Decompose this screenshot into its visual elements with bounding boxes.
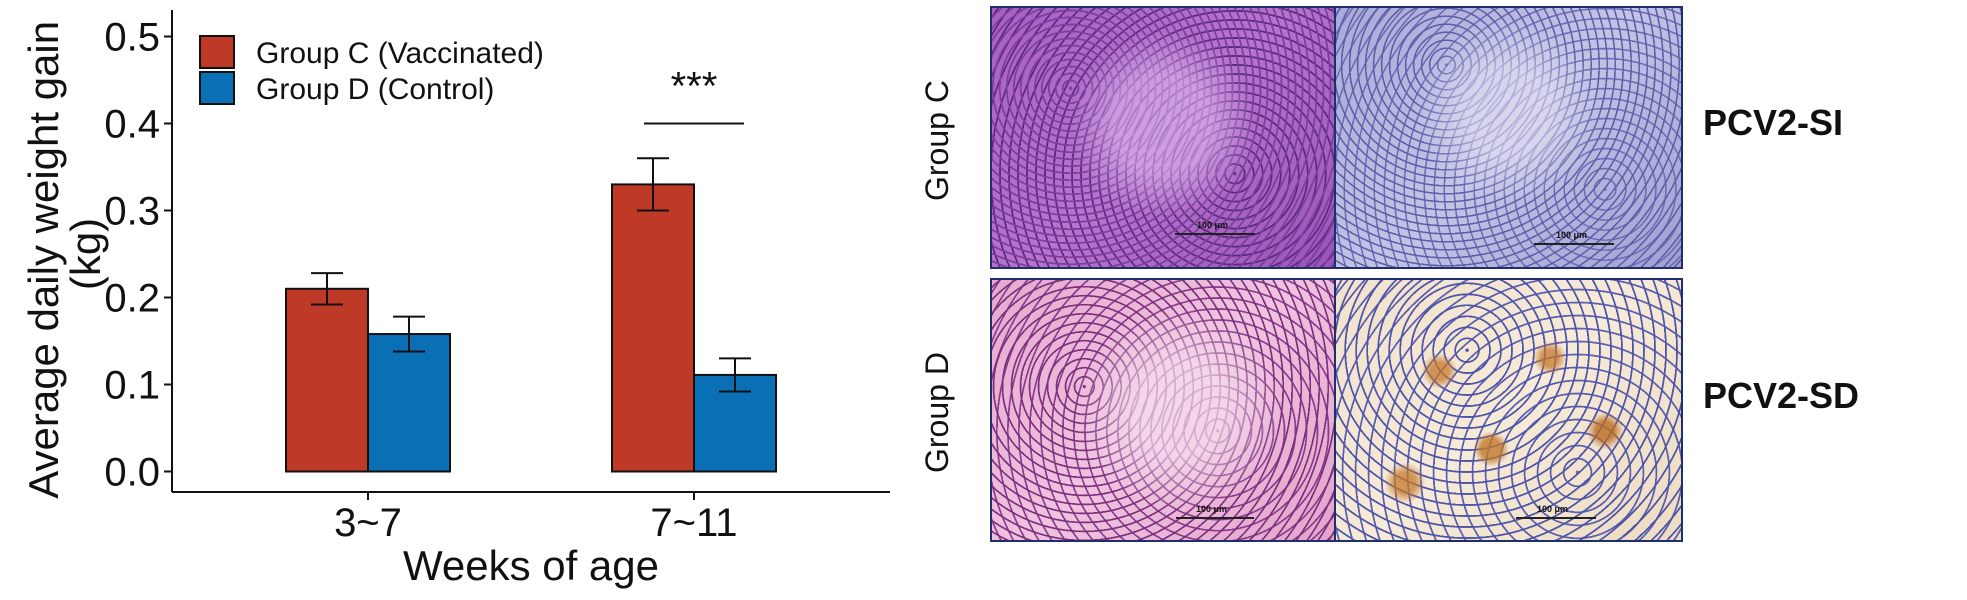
legend-swatch	[199, 71, 235, 105]
y-tick-label: 0.2	[104, 277, 160, 321]
micrograph-group-c-he: 100 μm	[990, 6, 1336, 269]
bar	[285, 287, 369, 473]
x-axis-title: Weeks of age	[403, 542, 659, 589]
legend-label: Group D (Control)	[256, 73, 494, 106]
row-label-group-c: Group C	[919, 80, 955, 201]
y-tick-label: 0.3	[104, 190, 160, 234]
scale-bar	[1534, 243, 1614, 245]
y-tick-label: 0.4	[104, 103, 160, 147]
bar-chart: 0.0 0.1 0.2 0.3 0.4 0.5 3~7 7~11 Group C (Vacc…	[20, 9, 890, 589]
error-bar	[311, 272, 343, 306]
y-axis-title-line-2: (kg)	[62, 218, 109, 290]
scale-bar-label: 100 μm	[1556, 230, 1588, 240]
bar	[367, 333, 451, 473]
y-axis-title: Average daily weight gain (kg)	[20, 9, 109, 499]
row-label-group-d: Group D	[919, 352, 955, 473]
legend-label: Group C (Vaccinated)	[256, 37, 544, 70]
error-bar	[719, 357, 751, 393]
y-tick-label: 0.1	[104, 364, 160, 408]
micrograph-group-d-he: 100 μm	[990, 278, 1336, 542]
bars	[285, 183, 777, 473]
micrograph-group-d-ihc: 100 μm	[1334, 278, 1683, 542]
significance-annotation: ***	[644, 65, 744, 125]
x-tick-label: 3~7	[334, 501, 402, 545]
scale-bar-label: 100 μm	[1537, 504, 1569, 514]
chart-axes	[171, 10, 890, 493]
y-tick-label: 0.5	[104, 16, 160, 60]
bar	[611, 183, 695, 473]
error-bar	[393, 315, 425, 353]
scale-bar	[1176, 517, 1254, 519]
pcv2-sd-label: PCV2-SD	[1703, 375, 1860, 416]
legend-swatch	[199, 35, 235, 69]
significance-stars: ***	[671, 65, 718, 109]
scale-bar	[1175, 233, 1255, 235]
legend: Group C (Vaccinated)Group D (Control)	[199, 35, 544, 106]
pcv2-si-label: PCV2-SI	[1703, 102, 1844, 143]
scale-bar-label: 100 μm	[1197, 220, 1229, 230]
x-ticks: 3~7 7~11	[334, 492, 738, 545]
scale-bar	[1516, 517, 1596, 519]
y-tick-label: 0.0	[104, 451, 160, 495]
micrograph-group-c-ihc: 100 μm	[1334, 6, 1683, 269]
y-axis-title-line-1: Average daily weight gain	[20, 21, 67, 499]
x-tick-label: 7~11	[650, 501, 737, 545]
scale-bar-label: 100 μm	[1196, 504, 1228, 514]
error-bars	[311, 157, 751, 393]
error-bar	[637, 157, 669, 212]
y-ticks: 0.0 0.1 0.2 0.3 0.4 0.5	[104, 16, 172, 495]
